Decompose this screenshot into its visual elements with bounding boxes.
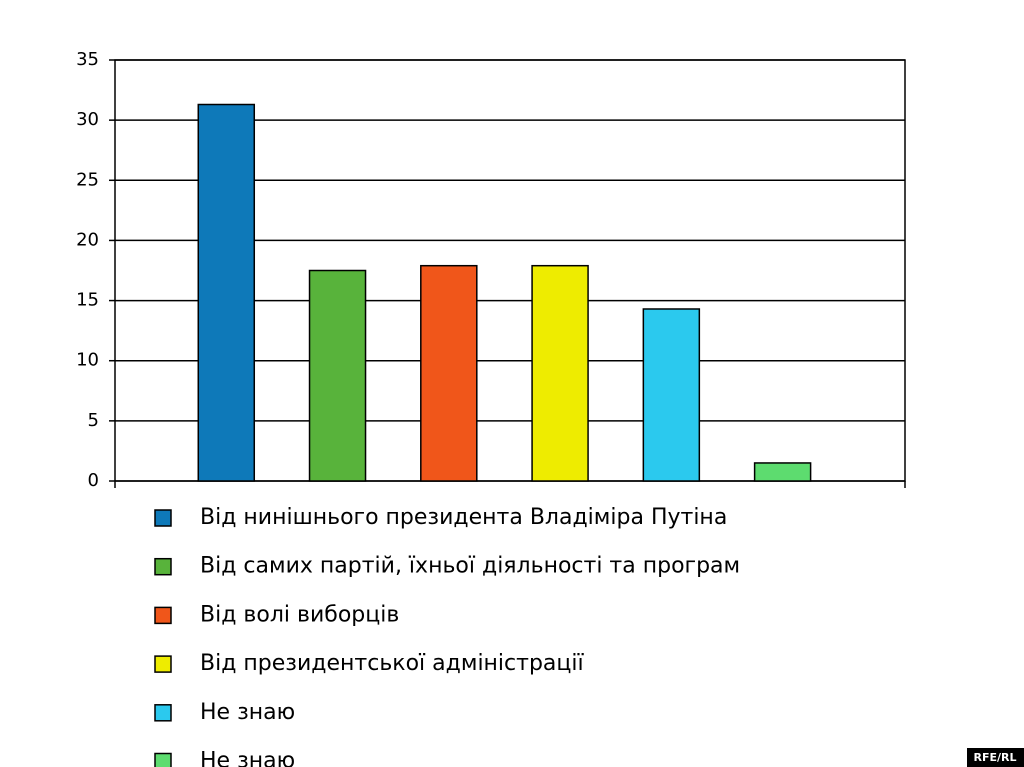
legend-label: Від президентської адміністрації (200, 651, 584, 676)
y-tick-label: 5 (88, 410, 99, 431)
bar (420, 264, 478, 482)
bar (642, 308, 701, 482)
y-tick-label: 0 (88, 470, 99, 491)
legend-swatch (154, 557, 172, 576)
legend-label: Від самих партій, їхньої діяльності та п… (200, 554, 740, 579)
legend-swatch (154, 606, 172, 625)
y-tick-label: 10 (76, 350, 99, 371)
y-tick-label: 35 (76, 49, 99, 70)
bar (308, 269, 367, 482)
watermark-box (967, 748, 1024, 767)
y-tick-label: 20 (76, 229, 99, 250)
bar (753, 462, 812, 482)
legend-swatch (154, 509, 172, 527)
bar (197, 103, 256, 482)
legend-swatch (154, 704, 172, 722)
legend-label: Не знаю (200, 749, 295, 767)
y-tick-label: 15 (76, 290, 99, 311)
legend-label: Від волі виборців (200, 602, 399, 627)
bar (531, 264, 589, 482)
y-tick-label: 25 (76, 169, 99, 190)
watermark: RFE/RL (974, 751, 1017, 764)
legend-label: Не знаю (200, 700, 295, 725)
legend-swatch (154, 752, 172, 767)
legend-label: Від нинішнього президента Владіміра Путі… (200, 505, 727, 530)
y-tick-label: 30 (76, 109, 99, 130)
legend-swatch (154, 655, 172, 673)
